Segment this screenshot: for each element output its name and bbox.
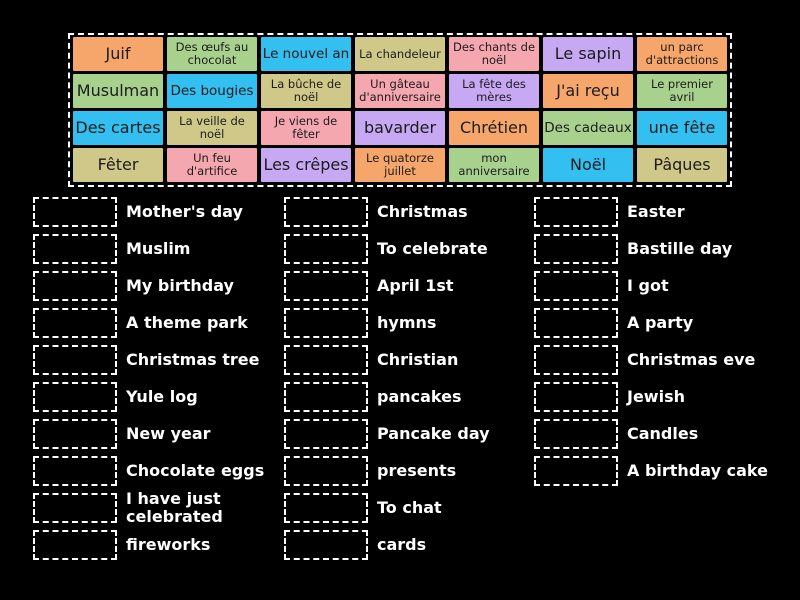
drop-slot[interactable] (534, 234, 618, 264)
drop-slot[interactable] (33, 382, 117, 412)
clue-label: Christmas eve (627, 349, 756, 369)
clue-label: A theme park (126, 312, 248, 332)
tile[interactable]: Des bougies (167, 74, 257, 108)
tile[interactable]: Chrétien (449, 111, 539, 145)
clue-label: Chocolate eggs (126, 460, 265, 480)
tile[interactable]: Des œufs au chocolat (167, 37, 257, 71)
clue-label: Christian (377, 349, 459, 369)
tile[interactable]: La bûche de noël (261, 74, 351, 108)
tile[interactable]: La fête des mères (449, 74, 539, 108)
clue-label: Muslim (126, 238, 191, 258)
tile[interactable]: Le premier avril (637, 74, 727, 108)
drop-slot[interactable] (534, 345, 618, 375)
drop-slot[interactable] (534, 197, 618, 227)
drop-slot[interactable] (284, 382, 368, 412)
drop-slot[interactable] (284, 271, 368, 301)
clue-label: A party (627, 312, 694, 332)
clue-label: fireworks (126, 534, 211, 554)
clue-label: Yule log (126, 386, 198, 406)
clue-label: A birthday cake (627, 460, 768, 480)
clue-label: Mother's day (126, 201, 243, 221)
drop-slot[interactable] (284, 345, 368, 375)
drop-slot[interactable] (33, 234, 117, 264)
drop-slot[interactable] (284, 530, 368, 560)
clue-label: pancakes (377, 386, 462, 406)
drop-slot[interactable] (534, 419, 618, 449)
tile[interactable]: Fêter (73, 148, 163, 182)
drop-slot[interactable] (534, 382, 618, 412)
clue-label: cards (377, 534, 427, 554)
drop-slot[interactable] (33, 197, 117, 227)
tile[interactable]: Noël (543, 148, 633, 182)
tile[interactable]: Je viens de fêter (261, 111, 351, 145)
tile[interactable]: une fête (637, 111, 727, 145)
drop-slot[interactable] (284, 308, 368, 338)
clue-label: April 1st (377, 275, 454, 295)
clue-label: Jewish (627, 386, 685, 406)
tile[interactable]: Des cadeaux (543, 111, 633, 145)
tile[interactable]: Les crêpes (261, 148, 351, 182)
drop-slot[interactable] (33, 271, 117, 301)
drop-slot[interactable] (284, 493, 368, 523)
tile[interactable]: mon anniversaire (449, 148, 539, 182)
drop-slot[interactable] (534, 308, 618, 338)
clue-label: presents (377, 460, 457, 480)
drop-slot[interactable] (284, 234, 368, 264)
tile[interactable]: La chandeleur (355, 37, 445, 71)
drop-slot[interactable] (33, 456, 117, 486)
clue-label: To chat (377, 497, 442, 517)
clue-label: I have just celebrated (126, 488, 223, 526)
clue-label: Easter (627, 201, 685, 221)
tile[interactable]: Juif (73, 37, 163, 71)
clue-label: My birthday (126, 275, 234, 295)
tile[interactable]: Pâques (637, 148, 727, 182)
drop-slot[interactable] (33, 530, 117, 560)
drop-slot[interactable] (33, 493, 117, 523)
tile-bank: Juif Des œufs au chocolat Le nouvel an La c… (68, 33, 732, 187)
tile[interactable]: Un gâteau d'anniversaire (355, 74, 445, 108)
tile[interactable]: Le sapin (543, 37, 633, 71)
tile[interactable]: Le nouvel an (261, 37, 351, 71)
clue-label: I got (627, 275, 669, 295)
tile[interactable]: Le quatorze juillet (355, 148, 445, 182)
drop-slot[interactable] (284, 197, 368, 227)
clue-label: Christmas tree (126, 349, 260, 369)
drop-slot[interactable] (284, 419, 368, 449)
tile[interactable]: Musulman (73, 74, 163, 108)
tile[interactable]: Des chants de noël (449, 37, 539, 71)
drop-slot[interactable] (33, 419, 117, 449)
clue-label: Christmas (377, 201, 468, 221)
drop-slot[interactable] (33, 345, 117, 375)
tile[interactable]: J'ai reçu (543, 74, 633, 108)
clue-label: New year (126, 423, 211, 443)
clue-label: To celebrate (377, 238, 488, 258)
tile[interactable]: Des cartes (73, 111, 163, 145)
clue-label: hymns (377, 312, 437, 332)
tile[interactable]: bavarder (355, 111, 445, 145)
drop-slot[interactable] (534, 456, 618, 486)
tile[interactable]: un parc d'attractions (637, 37, 727, 71)
drop-slot[interactable] (284, 456, 368, 486)
drop-slot[interactable] (534, 271, 618, 301)
tile[interactable]: Un feu d'artifice (167, 148, 257, 182)
tile[interactable]: La veille de noël (167, 111, 257, 145)
drop-slot[interactable] (33, 308, 117, 338)
clue-label: Candles (627, 423, 699, 443)
clue-label: Pancake day (377, 423, 490, 443)
clue-label: Bastille day (627, 238, 733, 258)
